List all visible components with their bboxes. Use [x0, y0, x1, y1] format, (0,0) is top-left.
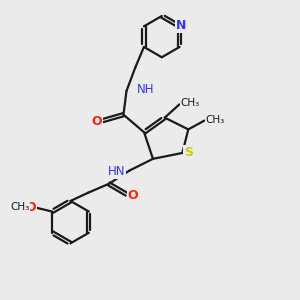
Text: HN: HN — [107, 165, 125, 178]
Text: O: O — [26, 201, 36, 214]
Text: CH₃: CH₃ — [181, 98, 200, 108]
Text: O: O — [128, 189, 138, 203]
Text: NH: NH — [137, 83, 154, 96]
Text: N: N — [176, 19, 186, 32]
Text: S: S — [184, 146, 194, 159]
Text: O: O — [91, 115, 102, 128]
Text: CH₃: CH₃ — [206, 115, 225, 125]
Text: CH₃: CH₃ — [10, 202, 29, 212]
